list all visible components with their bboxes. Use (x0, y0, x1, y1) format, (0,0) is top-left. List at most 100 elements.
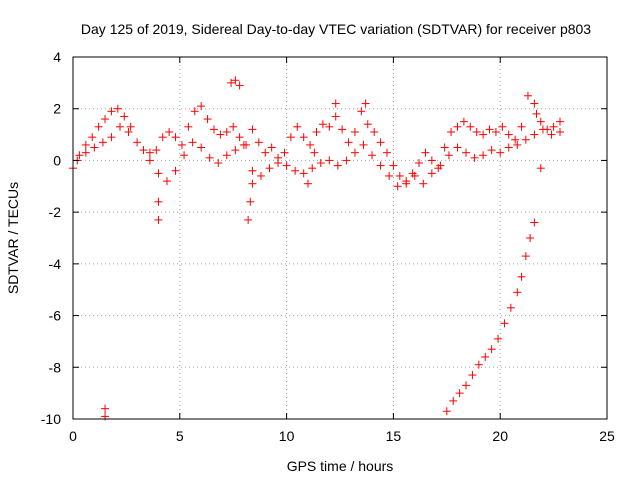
data-point (203, 115, 212, 124)
data-point (521, 252, 530, 261)
data-point (231, 146, 240, 155)
data-point (115, 122, 124, 131)
data-point (101, 115, 110, 124)
x-tick-label: 15 (386, 428, 402, 444)
data-point (333, 161, 342, 170)
data-point (536, 117, 545, 126)
x-tick-label: 0 (69, 428, 77, 444)
data-point (145, 156, 154, 165)
data-point (280, 148, 289, 157)
series-scattered (101, 76, 545, 421)
data-point (197, 102, 206, 111)
data-point (481, 352, 490, 361)
data-point (455, 389, 464, 398)
data-point (526, 234, 535, 242)
data-point (254, 138, 263, 147)
data-point (81, 148, 90, 157)
y-axis-label: SDTVAR / TECUs (5, 182, 21, 294)
data-point (299, 133, 308, 142)
data-point (556, 117, 565, 126)
data-point (500, 319, 509, 328)
data-point (498, 122, 507, 131)
data-point (419, 179, 428, 188)
data-point (222, 127, 231, 136)
data-point (222, 151, 231, 160)
data-point (154, 215, 163, 224)
data-point (286, 133, 295, 142)
data-point (453, 143, 462, 152)
data-point (235, 81, 244, 90)
x-axis-label: GPS time / hours (287, 458, 394, 474)
data-point (549, 122, 558, 131)
data-point (312, 127, 321, 136)
data-point (88, 133, 97, 142)
data-point (350, 148, 359, 157)
data-point (197, 143, 206, 152)
data-point (171, 133, 180, 142)
series-descent-track (442, 218, 539, 416)
data-point (216, 130, 225, 139)
data-point (427, 156, 436, 165)
data-point (162, 177, 171, 186)
data-point (154, 169, 163, 178)
axis-ticks: 0 5 10 15 20 25 -10 -8 -6 -4 -2 0 2 4 (41, 49, 615, 444)
data-point (342, 156, 351, 165)
data-point (107, 133, 116, 142)
data-point (158, 133, 167, 142)
data-point (504, 143, 513, 152)
y-tick-label: 4 (53, 49, 61, 65)
data-point (447, 127, 456, 136)
data-point (472, 127, 481, 136)
data-point (180, 151, 189, 160)
data-point (190, 107, 199, 116)
series-track-a (69, 91, 565, 188)
data-point (479, 151, 488, 160)
data-point (75, 151, 84, 160)
data-point (244, 215, 253, 224)
data-point (325, 122, 334, 131)
data-point (113, 104, 122, 113)
data-point (462, 148, 471, 157)
data-point (556, 127, 565, 136)
data-point (444, 151, 453, 160)
data-point (370, 127, 379, 136)
data-point (171, 166, 180, 175)
data-point (256, 171, 265, 180)
data-point (145, 148, 154, 157)
data-point (491, 127, 500, 136)
data-point (267, 143, 276, 152)
data-point (246, 197, 255, 206)
x-tick-label: 25 (599, 428, 615, 444)
data-point (293, 122, 302, 131)
data-point (415, 159, 424, 168)
data-point (530, 218, 539, 227)
data-point (530, 99, 539, 108)
data-point (376, 138, 385, 147)
data-point (547, 130, 556, 139)
data-point (152, 146, 161, 155)
data-point (214, 159, 223, 168)
data-point (421, 148, 430, 157)
data-point (248, 179, 257, 188)
y-tick-label: -2 (49, 204, 62, 220)
data-point (523, 91, 532, 100)
data-point (538, 125, 547, 134)
data-point (494, 334, 503, 343)
data-point (299, 169, 308, 178)
data-point (382, 148, 391, 157)
data-point (532, 109, 541, 118)
data-point (318, 120, 327, 129)
data-point (338, 125, 347, 134)
data-point (120, 112, 129, 121)
data-point (363, 120, 372, 129)
data-point (310, 148, 319, 157)
plot-frame (72, 56, 608, 420)
data-point (184, 122, 193, 131)
data-point (485, 125, 494, 134)
data-point (504, 130, 513, 139)
data-point (479, 130, 488, 139)
data-point (126, 122, 135, 131)
data-point (470, 153, 479, 162)
data-point (306, 140, 315, 149)
data-point (331, 99, 340, 108)
